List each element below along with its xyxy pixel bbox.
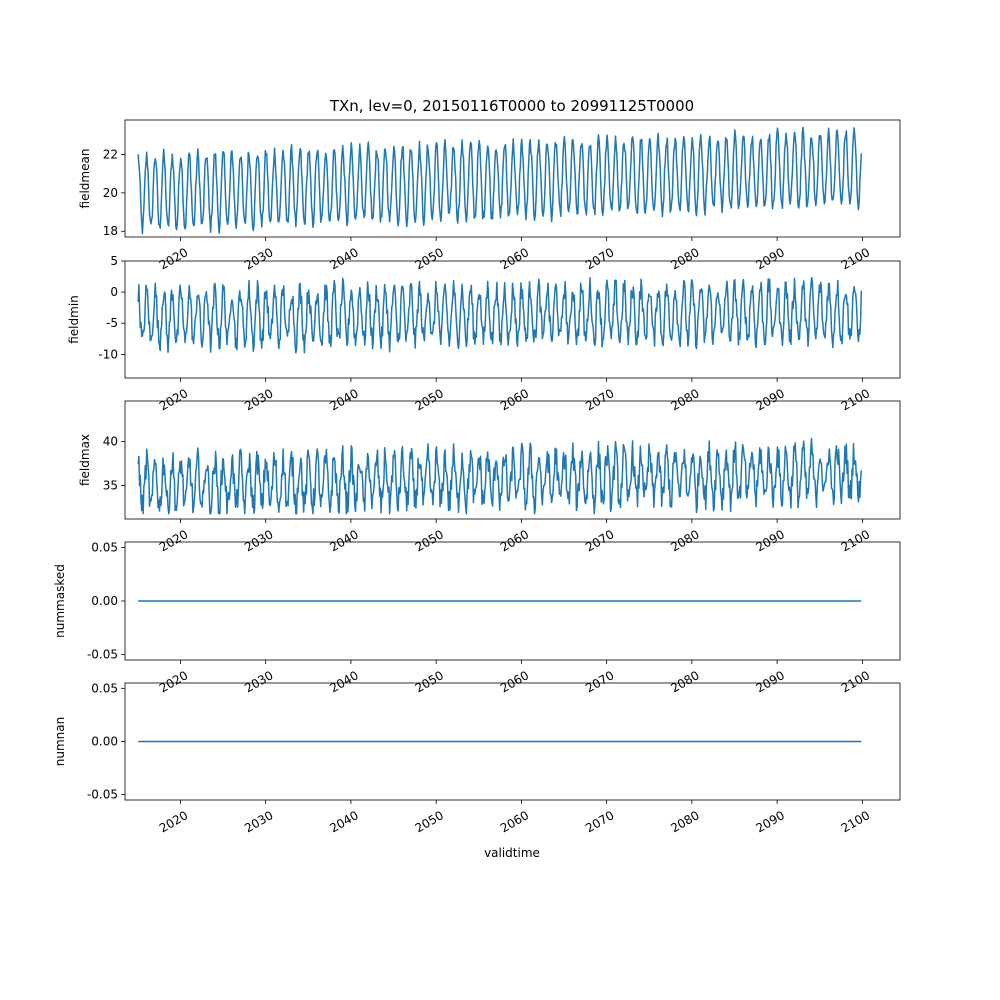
fieldmin-ytick-label: 0 <box>110 285 118 299</box>
nummasked-y-axis-label: nummasked <box>53 564 67 638</box>
numnan-ytick-label: 0.05 <box>91 681 118 695</box>
fieldmin-ytick-label: -5 <box>106 316 118 330</box>
nummasked-ytick-label: 0.05 <box>91 540 118 554</box>
fieldmax-ytick-label: 35 <box>103 479 118 493</box>
fieldmin-y-axis-label: fieldmin <box>67 295 81 344</box>
fieldmean-ytick-label: 22 <box>103 148 118 162</box>
fieldmin-ytick-label: -10 <box>98 347 118 361</box>
fieldmean-series-line <box>137 126 863 235</box>
fieldmin-ytick-label: 5 <box>110 254 118 268</box>
fieldmean-axes-frame <box>124 119 901 238</box>
nummasked-ytick-label: -0.05 <box>87 648 118 662</box>
fieldmin-series-line <box>137 276 863 354</box>
numnan-ytick-label: -0.05 <box>87 788 118 802</box>
fieldmean-ytick-label: 20 <box>103 186 118 200</box>
nummasked-ytick-label: 0.00 <box>91 594 118 608</box>
fieldmax-series-line <box>137 437 863 515</box>
x-axis-label: validtime <box>484 846 540 860</box>
fieldmin-axes-frame <box>124 260 901 379</box>
numnan-y-axis-label: numnan <box>53 717 67 766</box>
fieldmax-axes-frame <box>124 400 901 520</box>
figure-title: TXn, lev=0, 20150116T0000 to 20991125T00… <box>329 97 694 115</box>
fieldmean-y-axis-label: fieldmean <box>78 149 92 209</box>
fieldmax-ytick-label: 40 <box>103 435 118 449</box>
numnan-ytick-label: 0.00 <box>91 735 118 749</box>
fieldmean-ytick-label: 18 <box>103 224 118 238</box>
fieldmax-y-axis-label: fieldmax <box>78 434 92 486</box>
